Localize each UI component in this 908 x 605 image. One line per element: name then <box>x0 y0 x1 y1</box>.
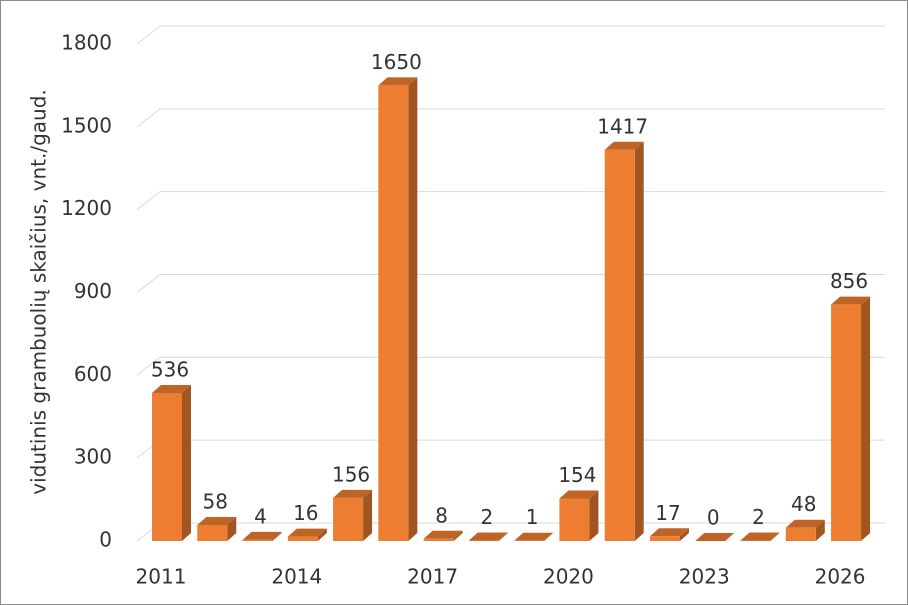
bar-top <box>423 530 463 539</box>
y-tick-label: 1200 <box>61 196 112 220</box>
bar <box>287 536 318 541</box>
bar-top <box>242 531 282 540</box>
data-label: 1650 <box>371 50 422 74</box>
x-tick-label: 2011 <box>136 565 187 589</box>
bar-top <box>197 516 237 525</box>
bar-top <box>378 77 418 86</box>
data-label: 154 <box>558 463 596 487</box>
bar-side <box>589 490 599 541</box>
bar-side <box>498 532 508 541</box>
x-tick-label: 2023 <box>679 565 730 589</box>
bar <box>649 536 680 541</box>
data-label: 1417 <box>597 114 648 138</box>
data-label: 16 <box>293 501 318 525</box>
bar-top <box>740 532 780 541</box>
bar-side <box>861 296 871 541</box>
x-tick-label: 2017 <box>407 565 458 589</box>
y-tick-label: 1800 <box>61 31 112 55</box>
bar-top <box>468 532 508 541</box>
data-label: 17 <box>655 501 680 525</box>
bar-side <box>679 528 689 541</box>
bar-side <box>363 489 373 541</box>
bar-top <box>287 528 327 537</box>
x-tick-label: 2020 <box>543 565 594 589</box>
data-label: 58 <box>203 489 228 513</box>
bar-top <box>559 490 599 499</box>
data-label: 2 <box>752 505 765 529</box>
bar-top <box>831 296 871 305</box>
bar-top <box>333 489 373 498</box>
bar-side <box>272 531 282 541</box>
y-tick-label: 300 <box>74 445 112 469</box>
y-tick-label: 600 <box>74 362 112 386</box>
bar-side <box>634 141 644 541</box>
y-tick-label: 900 <box>74 279 112 303</box>
data-label: 4 <box>254 504 267 528</box>
y-axis-title: vidutinis grambuolių skaičius, vnt./gaud… <box>27 89 51 495</box>
bar-top <box>649 528 689 537</box>
grid-line <box>136 25 885 45</box>
bar-side <box>182 385 191 541</box>
bar-top <box>785 519 825 528</box>
data-label: 8 <box>435 503 448 527</box>
bar <box>468 540 499 541</box>
bar-side <box>408 77 418 542</box>
bar-side <box>453 530 463 541</box>
grid-line <box>136 108 885 128</box>
x-tick-label: 2026 <box>815 565 866 589</box>
bar-top <box>152 385 191 394</box>
bar <box>333 497 364 541</box>
bar <box>559 498 590 541</box>
bar <box>740 540 771 541</box>
y-tick-label: 0 <box>99 528 112 552</box>
data-label: 48 <box>791 492 816 516</box>
bar-top <box>695 533 735 541</box>
bar <box>242 539 273 541</box>
bar-top <box>514 532 554 541</box>
bar-side <box>317 528 327 541</box>
bar-side <box>544 532 554 541</box>
bar <box>423 538 454 541</box>
data-label: 2 <box>481 505 494 529</box>
bar-side <box>815 519 825 541</box>
data-label: 0 <box>707 506 720 530</box>
y-tick-label: 1500 <box>61 113 112 137</box>
bar <box>604 149 635 541</box>
data-label: 1 <box>526 505 539 529</box>
bar <box>378 85 409 542</box>
x-tick-label: 2014 <box>271 565 322 589</box>
bar <box>197 524 228 541</box>
bar <box>152 393 182 541</box>
bar <box>831 304 862 541</box>
data-label: 156 <box>332 462 370 486</box>
bar-top <box>604 141 644 150</box>
data-label: 536 <box>151 358 189 382</box>
bar <box>785 527 816 541</box>
bar-side <box>227 516 237 541</box>
data-label: 856 <box>830 269 868 293</box>
bar-side <box>770 532 780 541</box>
